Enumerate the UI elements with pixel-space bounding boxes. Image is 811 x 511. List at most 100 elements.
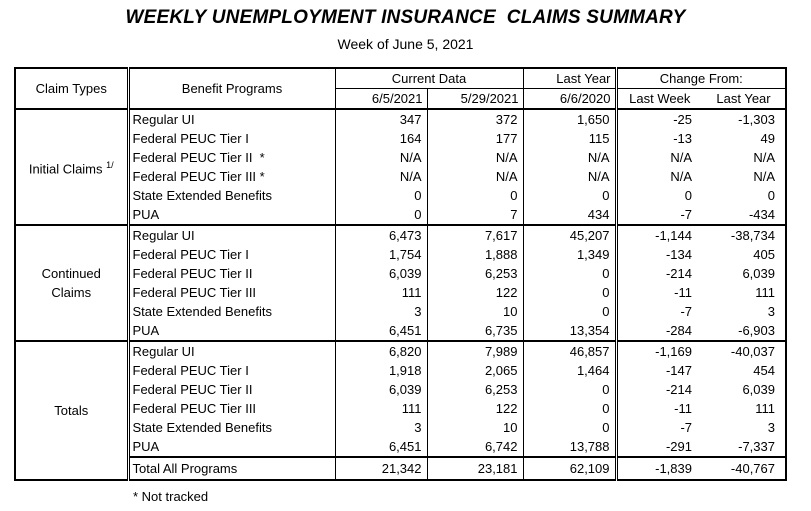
value-cell: 7,617 — [426, 224, 523, 245]
page-subtitle: Week of June 5, 2021 — [337, 36, 474, 52]
table-row: PUA 0 7 434 -7 -434 — [15, 205, 786, 225]
benefit-program-label: Federal PEUC Tier I — [126, 361, 335, 380]
header-benefit-programs: Benefit Programs — [126, 68, 335, 109]
value-cell: 46,857 — [522, 340, 616, 361]
claim-type-cell: Initial Claims 1/ — [15, 108, 128, 225]
claims-table: Claim Types Benefit Programs Current Dat… — [14, 67, 787, 481]
value-cell: 177 — [426, 129, 523, 148]
table-row: Federal PEUC Tier II 6,039 6,253 0 -214 6,039 — [15, 380, 786, 399]
table-row: Initial Claims 1/Regular UI 347 372 1,650 -2… — [15, 108, 786, 225]
value-cell: -11 — [614, 283, 702, 302]
value-cell: 0 — [522, 264, 616, 283]
value-cell: 1,650 — [522, 108, 616, 129]
value-cell: 0 — [614, 186, 702, 205]
value-cell: 3 — [334, 302, 427, 321]
benefit-program-label: Federal PEUC Tier III — [126, 283, 335, 302]
header-date-last-year: 6/6/2020 — [522, 88, 616, 109]
value-cell: 111 — [755, 285, 775, 300]
value-cell: 372 — [426, 108, 523, 129]
value-cell: 0 — [522, 283, 616, 302]
value-cell: 111 — [334, 399, 427, 418]
value-cell: -134 — [614, 245, 702, 264]
value-cell: 6,735 — [426, 321, 523, 341]
value-cell: 1,464 — [522, 361, 616, 380]
total-value-cell: 21,342 — [334, 456, 427, 480]
value-cell: N/A — [426, 148, 523, 167]
value-cell: -291 — [614, 437, 702, 457]
value-cell: 1,349 — [522, 245, 616, 264]
claim-type-cell: Totals — [15, 340, 128, 480]
value-cell: 0 — [334, 186, 427, 205]
value-cell: 10 — [426, 418, 523, 437]
table-row: Federal PEUC Tier III * N/A N/A N/A N/A N/A — [15, 167, 786, 186]
table-row: Continued Claims Regular UI 6,473 7,617 45,2… — [15, 224, 786, 341]
value-cell: 49 — [760, 131, 775, 146]
value-cell: N/A — [426, 167, 523, 186]
value-cell: 0 — [522, 302, 616, 321]
value-cell: 6,039 — [742, 382, 775, 397]
value-cell: N/A — [753, 169, 775, 184]
value-cell: -7,337 — [738, 439, 775, 454]
value-cell: -13 — [614, 129, 702, 148]
value-cell: N/A — [522, 148, 616, 167]
claim-type-label: Initial Claims — [28, 161, 103, 177]
value-cell: -434 — [748, 207, 775, 222]
footnote-not-tracked: * Not tracked — [133, 489, 209, 504]
value-cell: -11 — [614, 399, 702, 418]
table-row: State Extended Benefits 0 0 0 0 0 — [15, 186, 786, 205]
value-cell: 6,451 — [334, 321, 427, 341]
table-row: State Extended Benefits 3 10 0 -7 3 — [15, 418, 786, 437]
table-header: Claim Types Benefit Programs Current Dat… — [15, 68, 786, 109]
table-row: Federal PEUC Tier I 164 177 115 -13 49 — [15, 129, 786, 148]
value-cell: 6,253 — [426, 264, 523, 283]
value-cell: 6,742 — [426, 437, 523, 457]
value-cell: 7,989 — [426, 340, 523, 361]
value-cell: 0 — [767, 188, 775, 203]
benefit-program-label: Regular UI — [126, 340, 335, 361]
header-date-prior-week: 5/29/2021 — [426, 88, 523, 109]
value-cell: 122 — [426, 399, 523, 418]
claim-type-label: Totals — [54, 403, 89, 418]
value-cell: -1,169 — [614, 340, 702, 361]
total-value-cell: 23,181 — [426, 456, 523, 480]
value-cell: 1,754 — [334, 245, 427, 264]
value-cell: -7 — [614, 418, 702, 437]
header-row-columns: 6/5/2021 5/29/2021 6/6/2020 Last Week La… — [15, 88, 786, 109]
value-cell: N/A — [614, 148, 702, 167]
benefit-program-label: Federal PEUC Tier II — [126, 264, 335, 283]
value-cell: 13,354 — [522, 321, 616, 341]
value-cell: 0 — [522, 186, 616, 205]
header-last-year-group: Last Year — [522, 68, 616, 89]
header-current-data: Current Data — [334, 68, 523, 89]
value-cell: -25 — [614, 108, 702, 129]
claim-type-cell: Continued Claims — [15, 224, 128, 341]
table-row: Federal PEUC Tier III 111 122 0 -11 111 — [15, 399, 786, 418]
value-cell: 111 — [334, 283, 427, 302]
header-claim-types: Claim Types — [35, 81, 107, 96]
benefit-program-label: Federal PEUC Tier III — [126, 399, 335, 418]
header-date-current-week: 6/5/2021 — [334, 88, 427, 109]
header-change-last-year: Last Year — [702, 88, 786, 109]
value-cell: 3 — [334, 418, 427, 437]
value-cell: -214 — [614, 264, 702, 283]
value-cell: -1,144 — [614, 224, 702, 245]
value-cell: 434 — [522, 205, 616, 225]
value-cell: 115 — [522, 129, 616, 148]
header-change-last-week: Last Week — [614, 88, 702, 109]
value-cell: 347 — [334, 108, 427, 129]
value-cell: -147 — [614, 361, 702, 380]
value-cell: 122 — [426, 283, 523, 302]
value-cell: 6,039 — [334, 264, 427, 283]
benefit-program-label: State Extended Benefits — [126, 302, 335, 321]
total-all-programs-label: Total All Programs — [126, 456, 335, 480]
benefit-program-label: Federal PEUC Tier I — [126, 245, 335, 264]
value-cell: N/A — [334, 167, 427, 186]
table-row: PUA 6,451 6,742 13,788 -291 -7,337 — [15, 437, 786, 457]
benefit-program-label: Federal PEUC Tier III * — [126, 167, 335, 186]
value-cell: 0 — [522, 418, 616, 437]
value-cell: -40,037 — [702, 340, 786, 361]
total-all-programs-row: Total All Programs 21,342 23,181 62,109 -1,8… — [15, 456, 786, 480]
value-cell: 3 — [767, 420, 775, 435]
value-cell: 164 — [334, 129, 427, 148]
